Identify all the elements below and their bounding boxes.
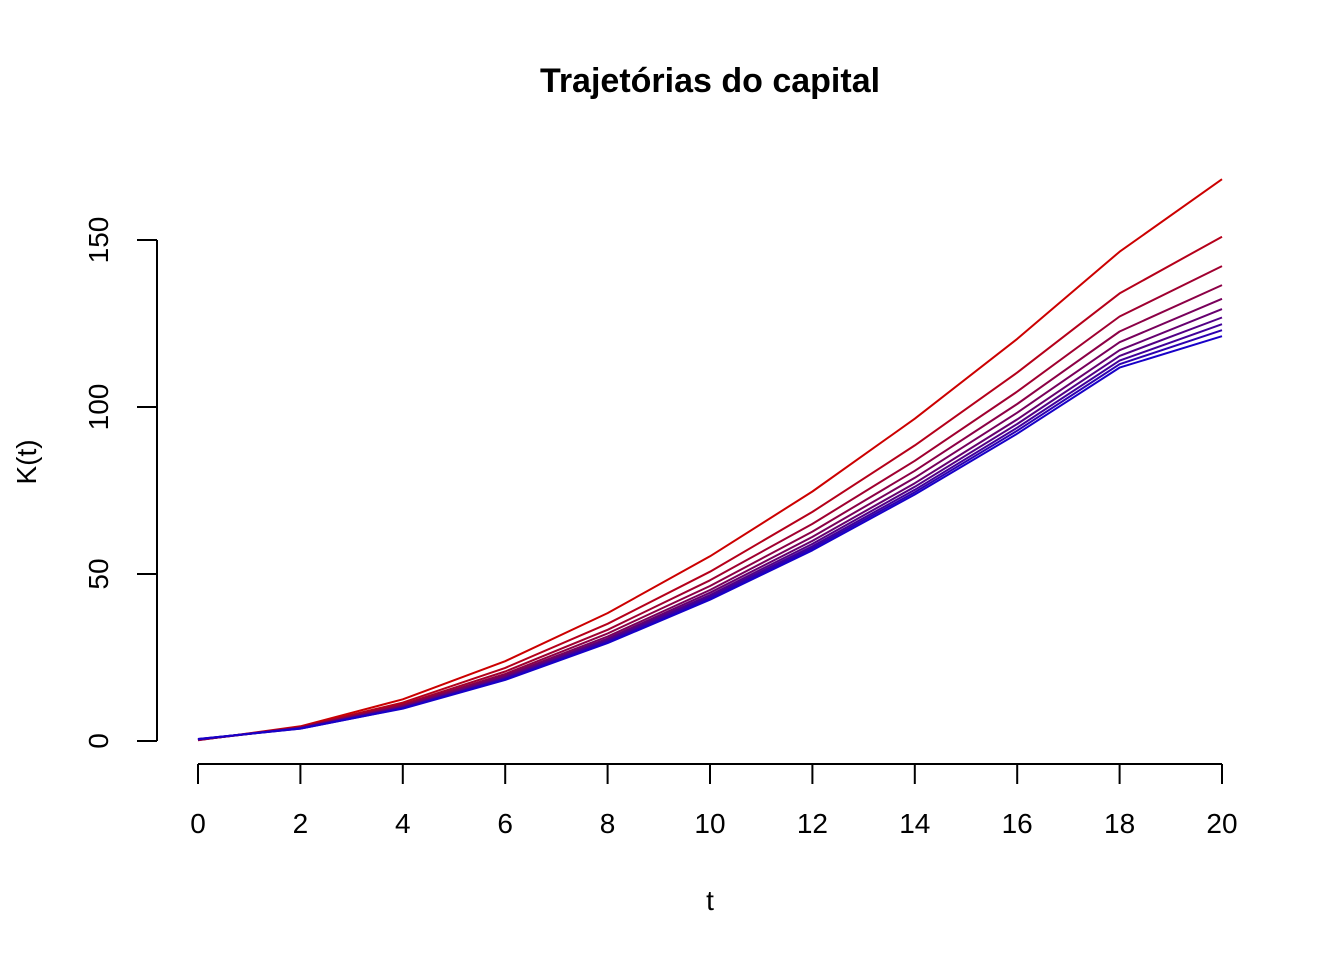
series-layer [197, 178, 1223, 742]
x-tick-label: 4 [395, 808, 411, 839]
series-line-10 [197, 335, 1223, 740]
x-tick-label: 20 [1206, 808, 1237, 839]
y-axis-label: K(t) [11, 439, 42, 484]
chart-title: Trajetórias do capital [540, 62, 880, 100]
series-line-5 [197, 297, 1223, 741]
x-axis-label: t [706, 885, 714, 916]
series-line-9 [197, 329, 1223, 740]
x-tick-label: 8 [600, 808, 616, 839]
y-axis: 0 50 100 150 [83, 217, 158, 749]
y-tick-label: 100 [83, 384, 114, 431]
x-tick-label: 0 [190, 808, 206, 839]
x-tick-label: 18 [1104, 808, 1135, 839]
x-axis: 0 2 4 6 8 10 12 14 16 18 20 [190, 763, 1238, 839]
series-line-7 [197, 316, 1223, 741]
series-line-1 [197, 178, 1223, 742]
series-line-2 [197, 235, 1223, 741]
x-tick-label: 6 [497, 808, 513, 839]
x-tick-label: 2 [293, 808, 309, 839]
x-tick-label: 14 [899, 808, 930, 839]
y-tick-label: 50 [83, 558, 114, 589]
y-tick-label: 0 [83, 733, 114, 749]
series-line-8 [197, 323, 1223, 741]
x-tick-label: 16 [1002, 808, 1033, 839]
x-tick-label: 10 [694, 808, 725, 839]
series-line-6 [197, 308, 1223, 741]
y-tick-label: 150 [83, 217, 114, 264]
x-tick-label: 12 [797, 808, 828, 839]
series-line-3 [197, 265, 1223, 741]
